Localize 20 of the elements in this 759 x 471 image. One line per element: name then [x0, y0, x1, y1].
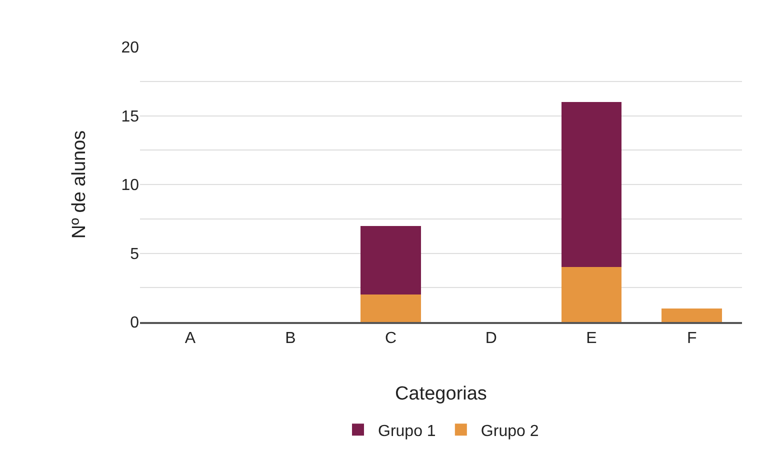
legend-label: Grupo 1: [378, 422, 436, 440]
x-tick-label: F: [686, 330, 697, 348]
y-axis-title: Nº de alunos: [69, 130, 90, 239]
x-axis-title: Categorias: [395, 384, 487, 404]
y-tick-label: 20: [121, 40, 140, 57]
bar: [561, 102, 622, 267]
bar: [360, 226, 421, 294]
x-tick-label: A: [184, 330, 196, 348]
x-tick-label: B: [285, 330, 296, 348]
y-tick-label: 15: [121, 108, 140, 126]
y-tick-label: 5: [130, 246, 140, 263]
legend-label: Grupo 2: [480, 422, 539, 440]
x-tick-label: D: [485, 330, 497, 348]
bar: [360, 294, 421, 322]
y-tick-label: 0: [130, 314, 140, 332]
x-tick-label: E: [586, 330, 597, 348]
x-tick-label: C: [385, 330, 397, 348]
bar: [561, 267, 622, 322]
bar: [662, 308, 722, 322]
y-tick-label: 10: [121, 177, 140, 194]
